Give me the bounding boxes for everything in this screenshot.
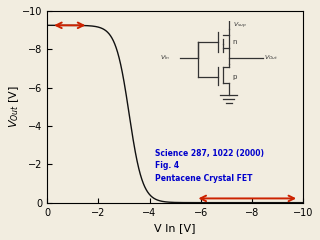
Text: Science 287, 1022 (2000)
Fig. 4
Pentacene Crystal FET: Science 287, 1022 (2000) Fig. 4 Pentacen… <box>155 149 264 183</box>
X-axis label: V In [V]: V In [V] <box>154 223 196 233</box>
Y-axis label: $V_{Out}$ [V]: $V_{Out}$ [V] <box>7 85 21 128</box>
